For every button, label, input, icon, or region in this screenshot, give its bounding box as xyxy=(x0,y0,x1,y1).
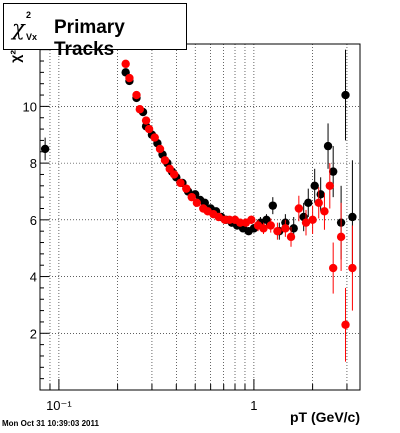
data-point xyxy=(325,181,334,191)
data-point xyxy=(259,224,268,233)
data-point xyxy=(323,141,333,151)
data-point xyxy=(310,181,319,191)
data-point xyxy=(125,73,134,83)
data-point xyxy=(286,232,296,242)
data-point xyxy=(301,218,311,227)
axis-labels: 2 4 6 8 10 10⁻¹ 1 pT (GeV/c) χ² xyxy=(7,50,360,425)
data-point xyxy=(294,204,304,213)
data-point xyxy=(336,232,346,242)
data-point xyxy=(187,192,196,202)
plot-frame xyxy=(39,43,361,391)
x-tick-label: 10⁻¹ xyxy=(46,398,72,413)
data-point xyxy=(169,170,179,179)
data-series xyxy=(40,49,357,362)
y-tick-label: 10 xyxy=(23,99,37,114)
data-point xyxy=(247,215,256,225)
y-tick-label: 4 xyxy=(30,270,37,285)
data-point xyxy=(316,190,325,199)
y-tick-label: 8 xyxy=(30,156,37,171)
y-tick-label: 2 xyxy=(30,326,37,341)
chi-symbol: χ xyxy=(12,16,25,40)
data-point xyxy=(289,224,298,233)
data-point xyxy=(182,184,191,193)
chi-superscript: 2 xyxy=(26,10,32,20)
data-point xyxy=(121,59,130,69)
data-point xyxy=(144,124,154,134)
y-axis-label: χ² xyxy=(7,50,23,63)
data-point xyxy=(341,90,350,100)
data-point xyxy=(308,215,317,225)
data-point xyxy=(304,198,313,208)
data-point xyxy=(320,207,329,216)
x-tick-label: 1 xyxy=(250,398,257,413)
data-point xyxy=(348,263,357,273)
data-point xyxy=(328,263,338,273)
data-point xyxy=(268,201,278,210)
chart-title: Primary Tracks xyxy=(54,17,125,60)
data-point xyxy=(165,164,174,173)
data-point xyxy=(155,144,165,154)
data-point xyxy=(135,105,145,114)
data-point xyxy=(132,90,141,100)
data-point xyxy=(141,116,151,125)
data-point xyxy=(348,212,357,222)
data-point xyxy=(176,178,185,188)
chart-title-box: χ 2 Vx Primary Tracks xyxy=(3,3,187,60)
data-point xyxy=(192,198,202,208)
data-point xyxy=(273,226,282,236)
data-point xyxy=(328,167,338,176)
series-0 xyxy=(40,49,357,274)
chi-subscript: Vx xyxy=(26,32,38,42)
data-point xyxy=(314,198,323,208)
x-axis-label: pT (GeV/c) xyxy=(290,409,360,425)
series-1 xyxy=(121,59,357,362)
grid-lines xyxy=(39,44,360,390)
data-point xyxy=(160,156,170,165)
data-point xyxy=(150,133,159,142)
timestamp: Mon Oct 31 10:39:03 2011 xyxy=(2,419,99,428)
plot-border xyxy=(39,43,361,391)
y-tick-label: 6 xyxy=(30,213,37,228)
data-point xyxy=(281,224,290,233)
data-point xyxy=(235,218,245,227)
data-point xyxy=(40,144,50,154)
data-point xyxy=(266,221,275,230)
axis-ticks xyxy=(39,49,348,391)
data-point xyxy=(341,320,350,329)
